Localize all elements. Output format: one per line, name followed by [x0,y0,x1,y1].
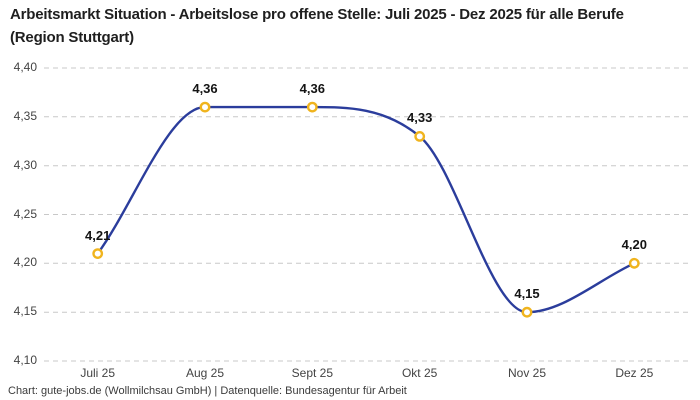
data-point-marker [92,248,104,260]
data-point-label: 4,20 [621,237,647,253]
x-axis-tick-label: Juli 25 [80,366,115,380]
x-axis-tick-label: Aug 25 [185,366,225,380]
x-axis-tick-label: Sept 25 [291,366,334,380]
data-point-marker [306,101,318,113]
data-point-marker [628,257,640,269]
data-point-label: 4,33 [407,110,433,126]
data-point-marker [414,130,426,142]
data-point-marker [521,306,533,318]
chart-attribution: Chart: gute-jobs.de (Wollmilchsau GmbH) … [8,385,407,397]
x-axis-tick-label: Nov 25 [507,366,547,380]
y-axis-tick-label: 4,30 [13,157,37,172]
y-axis-tick-label: 4,15 [13,304,37,319]
data-point-label: 4,15 [514,286,540,302]
chart-title: Arbeitsmarkt Situation - Arbeitslose pro… [10,6,624,46]
data-point-label: 4,21 [85,227,111,243]
y-axis-tick-label: 4,25 [13,206,37,221]
y-axis-tick-label: 4,20 [13,255,37,270]
data-point-marker [199,101,211,113]
y-axis-tick-label: 4,10 [13,353,37,367]
data-point-label: 4,36 [299,81,325,97]
x-axis-tick-label: Dez 25 [615,366,654,380]
y-axis-tick-label: 4,40 [13,60,37,74]
y-axis-tick-label: 4,35 [13,108,37,123]
trend-line [96,105,636,314]
data-point-label: 4,36 [192,81,218,97]
x-axis-tick-label: Okt 25 [401,366,438,380]
